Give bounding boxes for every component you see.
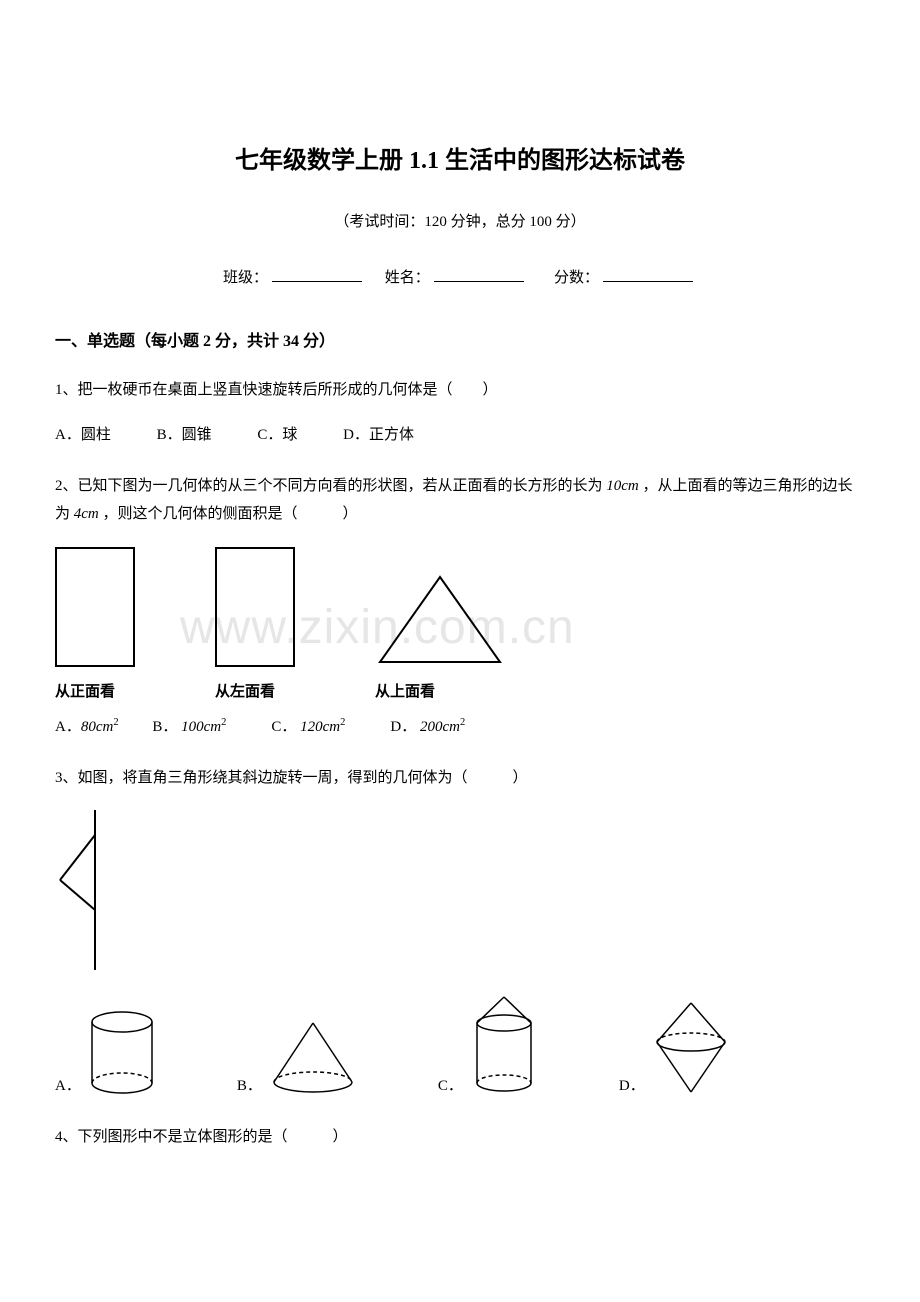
q3-d-label: D．	[619, 1074, 645, 1095]
q2-fig-left: 从左面看	[215, 547, 295, 701]
q1-option-a: A．圆柱	[55, 423, 111, 444]
q2-d-label: D．	[390, 719, 416, 735]
score-label: 分数：	[554, 270, 599, 286]
q2-option-d: D． 200cm2	[379, 719, 465, 735]
right-triangle-icon	[55, 810, 115, 970]
q2-fig-top: 从上面看	[375, 572, 505, 701]
cylinder-icon	[87, 1010, 157, 1095]
q3-option-d: D．	[619, 1000, 731, 1095]
q2-stem: 2、已知下图为一几何体的从三个不同方向看的形状图，若从正面看的长方形的长为 10…	[55, 472, 865, 529]
q3-a-label: A．	[55, 1074, 81, 1095]
cone-icon	[268, 1020, 358, 1095]
q2-option-c: C． 120cm2	[260, 719, 345, 735]
q3-stem: 3、如图，将直角三角形绕其斜边旋转一周，得到的几何体为（ ）	[55, 764, 865, 793]
q2-d-val: 200cm	[420, 719, 460, 735]
q3-option-b: B．	[237, 1020, 358, 1095]
q2-cap-top: 从上面看	[375, 680, 505, 701]
q3-option-a: A．	[55, 1010, 157, 1095]
q2-a-val: 80cm	[81, 719, 114, 735]
bicone-icon	[651, 1000, 731, 1095]
q2-a-label: A．	[55, 719, 81, 735]
q1-option-c: C．球	[257, 423, 297, 444]
section1-header: 一、单选题（每小题 2 分，共计 34 分）	[55, 327, 865, 351]
q2-option-b: B． 100cm2	[152, 719, 226, 735]
q2-cap-front: 从正面看	[55, 680, 135, 701]
class-label: 班级：	[223, 270, 268, 286]
q2-fig-front: 从正面看	[55, 547, 135, 701]
rect-left-icon	[215, 547, 295, 667]
q1-stem: 1、把一枚硬币在桌面上竖直快速旋转后所形成的几何体是（ ）	[55, 376, 865, 405]
q3-b-label: B．	[237, 1074, 262, 1095]
q2-d-sup: 2	[460, 717, 465, 728]
q2-c-val: 120cm	[300, 719, 340, 735]
q2-b-sup: 2	[221, 717, 226, 728]
page-title: 七年级数学上册 1.1 生活中的图形达标试卷	[55, 140, 865, 175]
q3-c-label: C．	[438, 1074, 463, 1095]
q3-given-figure	[55, 810, 865, 975]
q2-val1: 10cm	[606, 478, 639, 494]
q2-stem-suffix: ，则这个几何体的侧面积是（ ）	[103, 506, 358, 522]
q2-stem-prefix: 2、已知下图为一几何体的从三个不同方向看的形状图，若从正面看的长方形的长为	[55, 478, 606, 494]
class-blank	[272, 266, 362, 282]
q2-b-label: B．	[152, 719, 177, 735]
q2-cap-left: 从左面看	[215, 680, 295, 701]
q2-options: A．80cm2 B． 100cm2 C． 120cm2 D． 200cm2	[55, 715, 865, 736]
q2-figures: 从正面看 从左面看 从上面看	[55, 547, 865, 701]
q4-stem: 4、下列图形中不是立体图形的是（ ）	[55, 1123, 865, 1152]
q2-option-a: A．80cm2	[55, 719, 119, 735]
q2-b-val: 100cm	[181, 719, 221, 735]
q3-option-c: C．	[438, 995, 539, 1095]
q2-c-sup: 2	[340, 717, 345, 728]
name-blank	[434, 266, 524, 282]
q3-options: A． B． C．	[55, 995, 865, 1095]
score-blank	[603, 266, 693, 282]
exam-subtitle: （考试时间：120 分钟，总分 100 分）	[55, 210, 865, 231]
q1-options: A．圆柱 B．圆锥 C．球 D．正方体	[55, 423, 865, 444]
rect-front-icon	[55, 547, 135, 667]
q2-val2: 4cm	[74, 506, 99, 522]
q1-option-b: B．圆锥	[157, 423, 212, 444]
name-label: 姓名：	[385, 270, 430, 286]
cylinder-cone-icon	[469, 995, 539, 1095]
q2-a-sup: 2	[113, 717, 118, 728]
q1-option-d: D．正方体	[343, 423, 414, 444]
triangle-top-icon	[375, 572, 505, 667]
student-info-line: 班级： 姓名： 分数：	[55, 266, 865, 287]
q2-c-label: C．	[271, 719, 296, 735]
